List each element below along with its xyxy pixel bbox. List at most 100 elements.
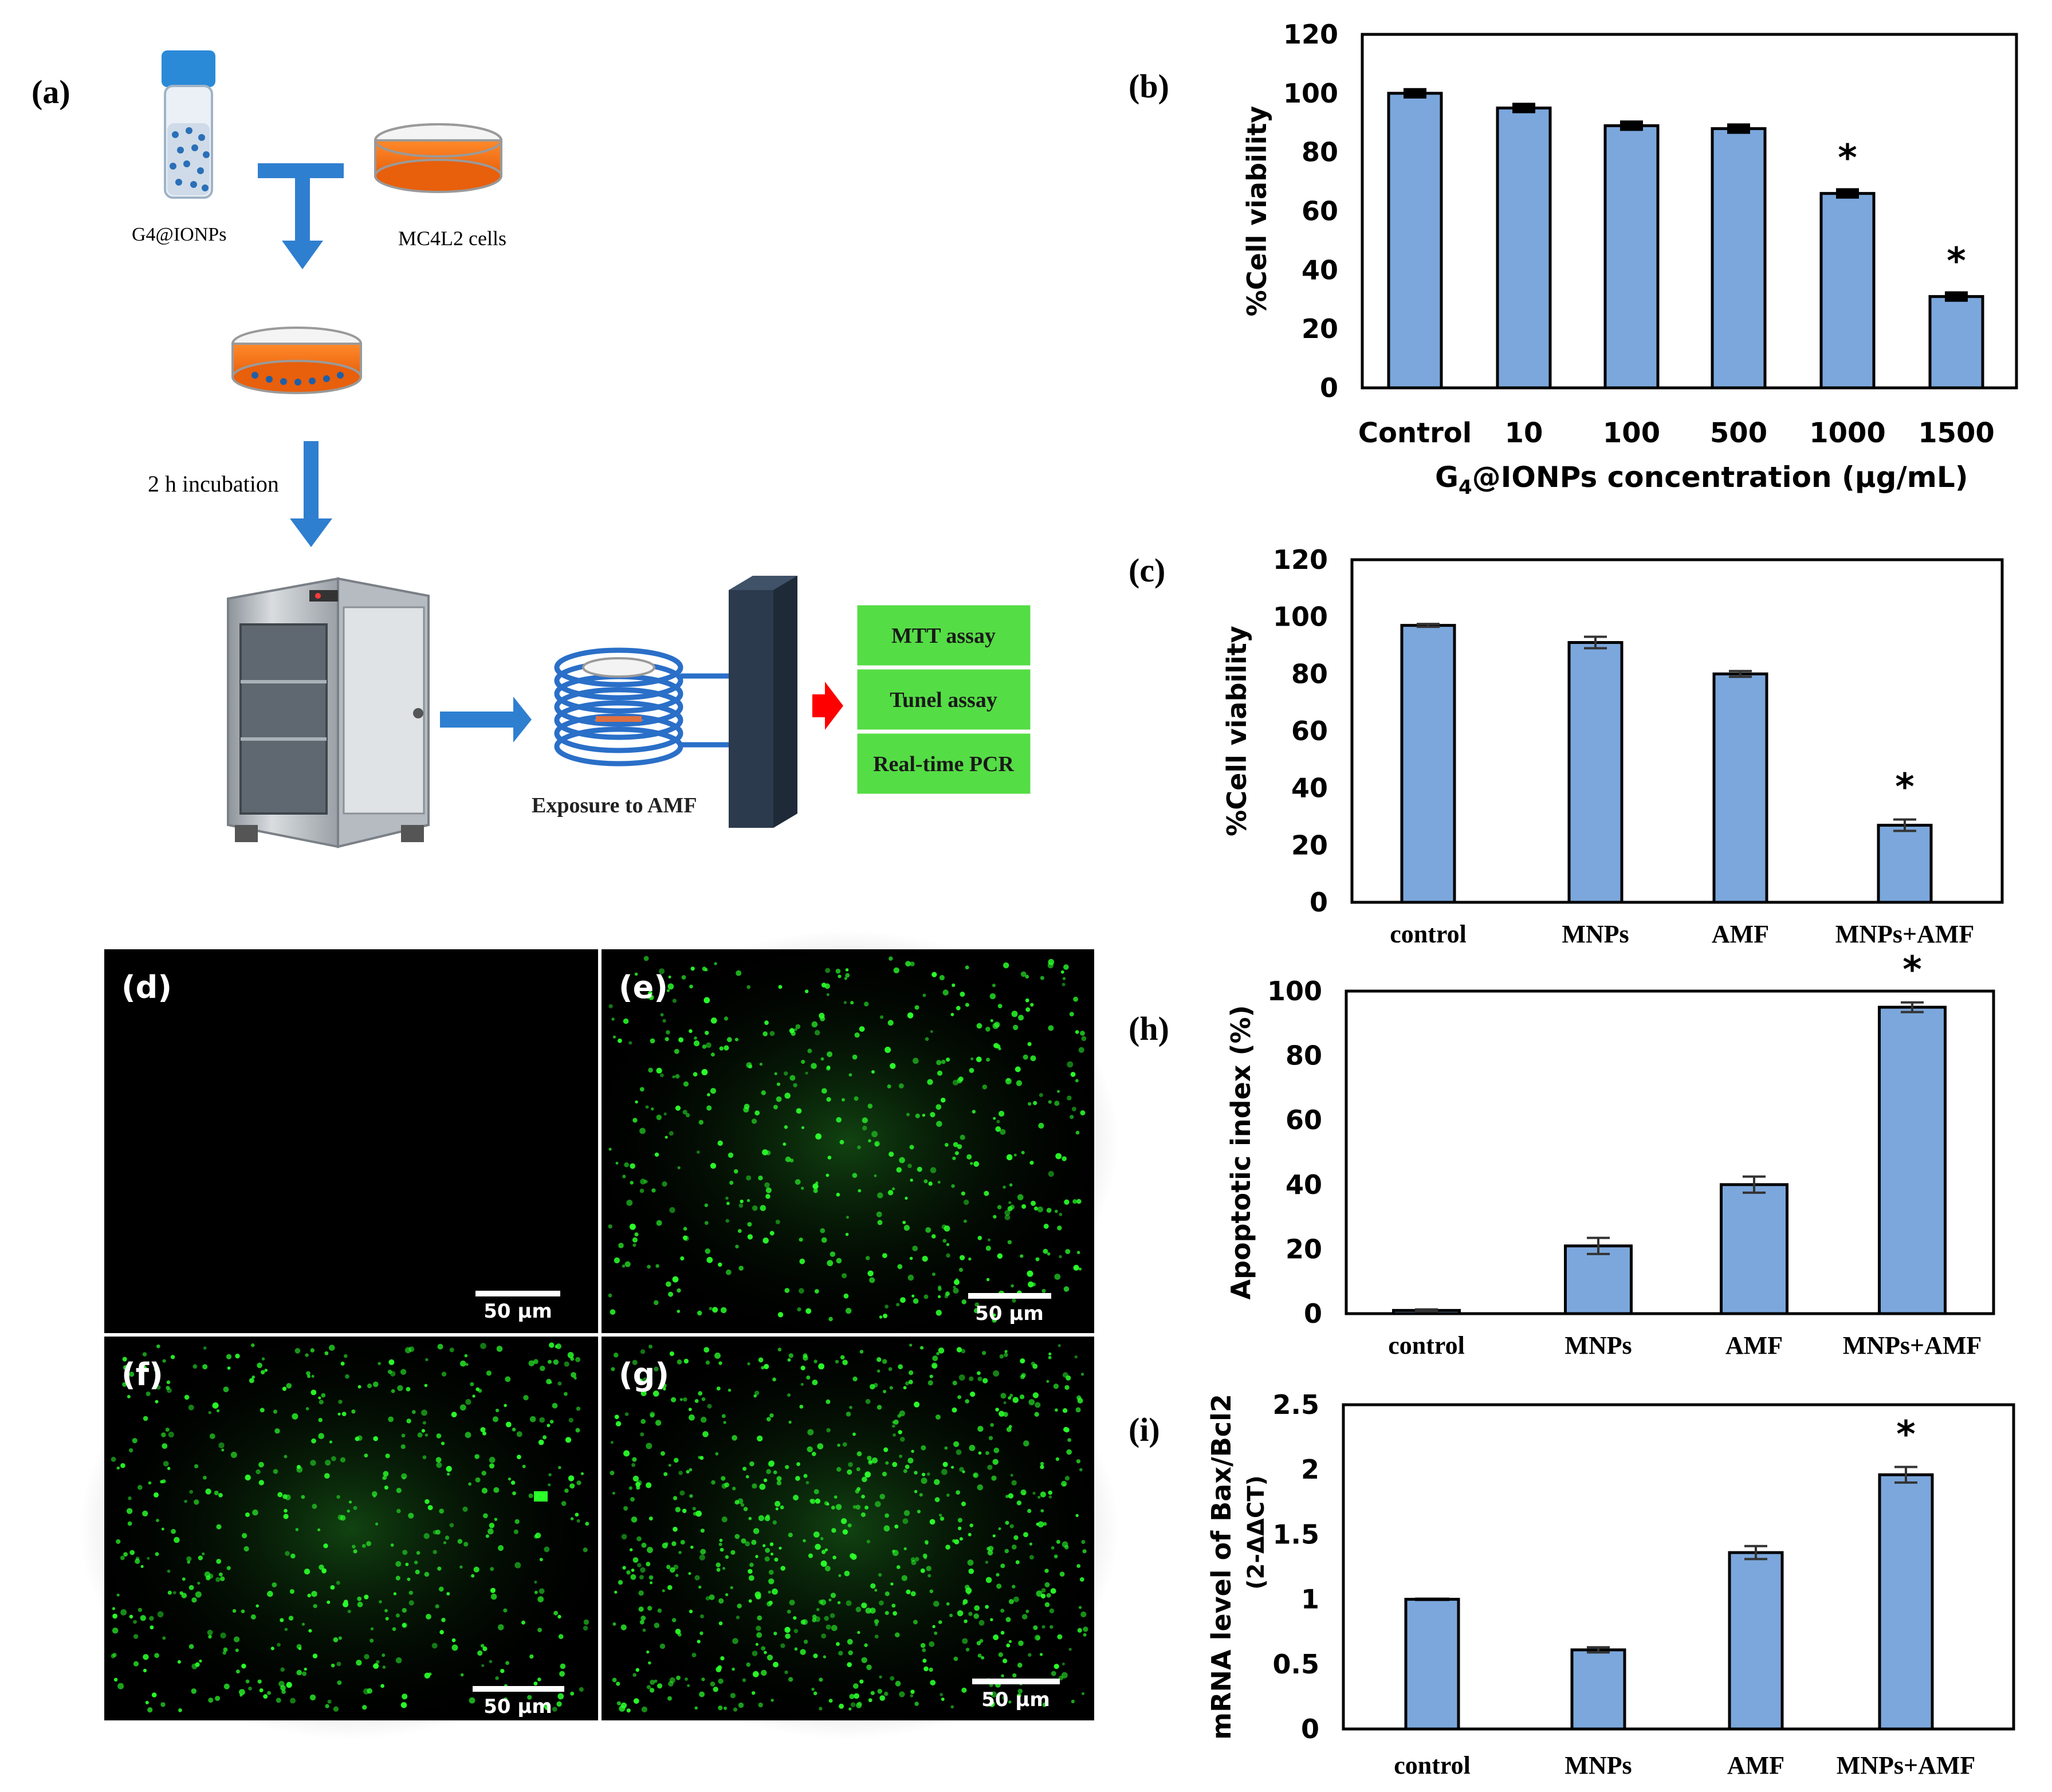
cell-dot bbox=[629, 1548, 633, 1551]
cell-dot bbox=[1066, 1449, 1072, 1455]
cell-dot bbox=[223, 1683, 230, 1689]
cell-dot bbox=[1001, 1674, 1004, 1677]
cell-dot bbox=[748, 1569, 753, 1574]
cell-dot bbox=[954, 1151, 959, 1156]
cell-dot bbox=[616, 1701, 621, 1705]
cell-dot bbox=[1078, 1606, 1082, 1609]
cell-dot bbox=[348, 1500, 352, 1504]
cell-dot bbox=[683, 1235, 689, 1241]
cell-dot bbox=[128, 1448, 133, 1453]
cell-dot bbox=[958, 1374, 965, 1381]
cell-dot bbox=[111, 1653, 116, 1659]
cell-dot bbox=[854, 1096, 859, 1101]
cell-dot bbox=[610, 1471, 615, 1476]
cell-dot bbox=[1004, 1350, 1008, 1353]
category-label: MNPs+AMF bbox=[1843, 1331, 1982, 1359]
cell-dot bbox=[999, 1410, 1005, 1417]
cell-dot bbox=[966, 1154, 972, 1160]
cell-dot bbox=[667, 1585, 673, 1590]
cell-dot bbox=[395, 1575, 400, 1581]
cell-dot bbox=[910, 1694, 914, 1697]
cell-dot bbox=[757, 1435, 763, 1442]
y-tick-label: 0 bbox=[1301, 1714, 1319, 1744]
cell-dot bbox=[952, 1407, 957, 1413]
cell-dot bbox=[701, 1677, 705, 1681]
cell-dot bbox=[405, 1562, 409, 1566]
cell-dot bbox=[766, 1469, 771, 1475]
cell-dot bbox=[674, 1457, 679, 1463]
cell-dot bbox=[1075, 1407, 1081, 1413]
cell-dot bbox=[869, 1460, 872, 1464]
cell-dot bbox=[1008, 1599, 1014, 1605]
cell-dot bbox=[825, 1173, 830, 1177]
cell-dot bbox=[630, 1181, 634, 1185]
cell-dot bbox=[117, 1683, 124, 1689]
cell-dot bbox=[435, 1530, 441, 1535]
cell-dot bbox=[702, 1044, 707, 1049]
cell-dot bbox=[877, 1220, 883, 1225]
cell-dot bbox=[184, 1394, 190, 1400]
cell-dot bbox=[1068, 1648, 1072, 1651]
cell-dot bbox=[815, 1133, 821, 1140]
cell-dot bbox=[1033, 1206, 1038, 1211]
cell-dot bbox=[879, 1600, 884, 1606]
cell-dot bbox=[856, 1702, 862, 1708]
cell-dot bbox=[905, 1381, 909, 1386]
cell-dot bbox=[762, 1237, 769, 1244]
cell-dot bbox=[926, 1566, 931, 1571]
schematic-panel: (a) G4@IONPs MC4L2 cells bbox=[32, 50, 1032, 848]
cell-dot bbox=[998, 1652, 1004, 1657]
cell-dot bbox=[1020, 1374, 1025, 1380]
cell-dot bbox=[319, 1565, 324, 1570]
cell-dot bbox=[1077, 1628, 1082, 1633]
treated-dish-icon bbox=[231, 327, 362, 394]
cell-dot bbox=[1043, 1522, 1047, 1526]
cell-dot bbox=[1007, 1206, 1013, 1212]
cell-dot bbox=[640, 1390, 647, 1397]
cell-dot bbox=[772, 1377, 776, 1382]
cell-dot bbox=[846, 1216, 849, 1219]
cell-dot bbox=[632, 1237, 638, 1243]
cell-dot bbox=[1062, 983, 1066, 987]
cell-dot bbox=[710, 1162, 717, 1169]
cell-dot bbox=[1004, 1209, 1011, 1216]
cell-dot bbox=[800, 1365, 805, 1370]
cell-dot bbox=[757, 1615, 762, 1621]
cell-dot bbox=[875, 1501, 881, 1507]
cell-dot bbox=[847, 1638, 853, 1645]
cell-dot bbox=[835, 1504, 842, 1510]
cell-dot bbox=[424, 1571, 430, 1577]
cell-dot bbox=[383, 1475, 387, 1480]
cell-dot bbox=[439, 1630, 444, 1634]
cell-dot bbox=[623, 1450, 630, 1457]
cell-dot bbox=[853, 1683, 859, 1689]
cell-dot bbox=[671, 1397, 677, 1402]
cell-dot bbox=[1012, 1585, 1016, 1589]
cell-dot bbox=[963, 1219, 967, 1223]
cell-dot bbox=[911, 1449, 914, 1453]
cell-dot bbox=[673, 1496, 678, 1500]
cell-dot bbox=[861, 1657, 867, 1663]
cell-dot bbox=[922, 993, 926, 997]
cell-dot bbox=[112, 1607, 115, 1610]
assay-label-tunel: Tunel assay bbox=[890, 688, 997, 712]
cell-dot bbox=[126, 1508, 133, 1514]
cell-dot bbox=[848, 1707, 852, 1711]
cell-dot bbox=[539, 1558, 543, 1562]
cell-dot bbox=[581, 1472, 584, 1475]
cell-dot bbox=[473, 1566, 479, 1573]
cell-dot bbox=[956, 1490, 961, 1495]
cell-dot bbox=[267, 1590, 273, 1597]
cell-dot bbox=[849, 1405, 852, 1409]
cell-dot bbox=[245, 1474, 251, 1481]
cell-dot bbox=[331, 1456, 336, 1461]
cell-dot bbox=[548, 1473, 552, 1476]
cell-dot bbox=[848, 1462, 853, 1467]
cell-dot bbox=[736, 970, 742, 976]
cell-dot bbox=[552, 1707, 557, 1712]
cell-dot bbox=[923, 1294, 929, 1299]
cell-dot bbox=[711, 1480, 716, 1485]
cell-dot bbox=[636, 1536, 642, 1542]
cell-dot bbox=[693, 1512, 697, 1516]
cell-dot bbox=[759, 1483, 766, 1490]
